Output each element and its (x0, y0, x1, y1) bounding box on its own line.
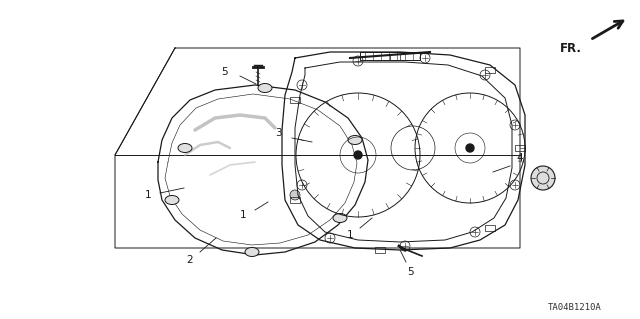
Ellipse shape (178, 144, 192, 152)
Bar (290, 97, 300, 103)
Ellipse shape (165, 196, 179, 204)
Text: 4: 4 (516, 153, 524, 163)
Text: 1: 1 (240, 210, 246, 220)
Text: 1: 1 (145, 190, 151, 200)
Text: 2: 2 (187, 255, 193, 265)
Circle shape (354, 151, 362, 159)
Text: 5: 5 (221, 67, 227, 77)
Bar (360, 52, 420, 60)
Bar (485, 225, 495, 231)
Text: FR.: FR. (560, 42, 582, 55)
Bar (290, 197, 300, 203)
Ellipse shape (348, 136, 362, 145)
Ellipse shape (245, 248, 259, 256)
Text: 3: 3 (275, 128, 282, 138)
Bar (485, 67, 495, 73)
Bar (390, 54, 400, 60)
Circle shape (531, 166, 555, 190)
Ellipse shape (258, 84, 272, 93)
Text: TA04B1210A: TA04B1210A (548, 303, 602, 313)
Ellipse shape (333, 213, 347, 222)
Text: 1: 1 (347, 230, 353, 240)
Bar (375, 247, 385, 253)
Circle shape (466, 144, 474, 152)
Circle shape (290, 190, 300, 200)
Text: 5: 5 (406, 267, 413, 277)
Bar (515, 145, 525, 151)
